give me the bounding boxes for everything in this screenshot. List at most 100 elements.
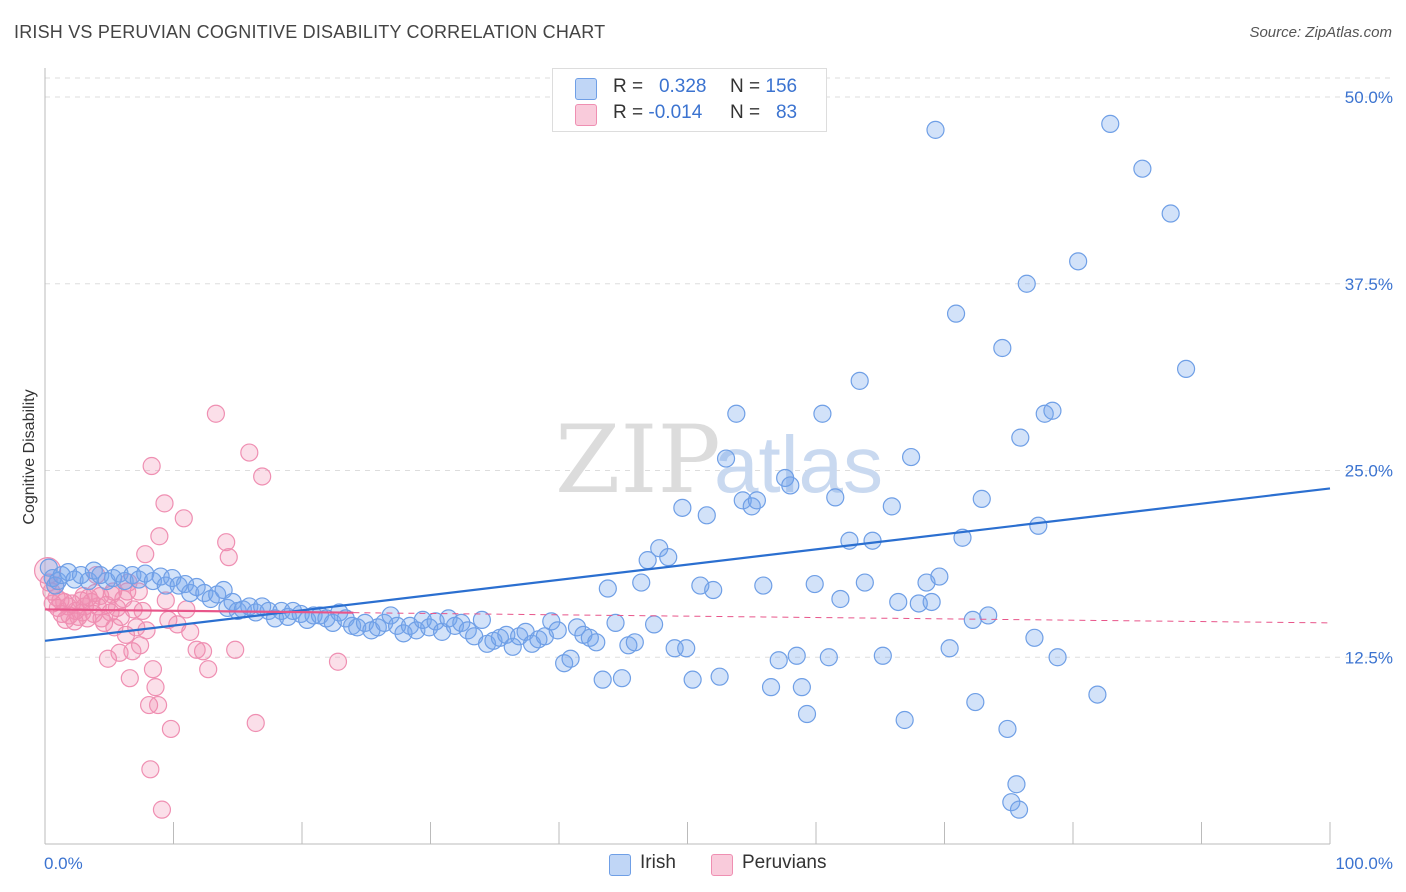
irish-point xyxy=(704,580,723,600)
irish-point xyxy=(895,710,914,730)
irish-series xyxy=(39,114,1196,819)
peruvians-r-label: R = xyxy=(613,102,644,123)
irish-point xyxy=(813,404,832,423)
peruvians-point xyxy=(253,467,272,486)
irish-point xyxy=(1029,516,1048,535)
irish-point xyxy=(673,498,692,517)
peruvians-legend-label: Peruvians xyxy=(742,852,827,873)
irish-point xyxy=(1101,114,1120,133)
irish-point xyxy=(697,506,716,525)
irish-point xyxy=(587,633,606,652)
tick-labels: 12.5% 25.0% 37.5% 50.0% 0.0% 100.0% xyxy=(44,88,1393,873)
peruvians-point xyxy=(95,613,114,632)
irish-n-value: 156 xyxy=(765,76,798,97)
irish-point xyxy=(993,338,1012,358)
peruvians-point xyxy=(127,618,146,637)
irish-n-label: N = xyxy=(730,76,761,97)
irish-point xyxy=(548,621,567,640)
irish-point xyxy=(387,616,407,635)
irish-point xyxy=(1048,648,1067,667)
irish-point xyxy=(1017,274,1036,293)
irish-point xyxy=(787,646,806,665)
irish-point xyxy=(979,606,998,625)
peruvians-point xyxy=(328,652,348,671)
stats-legend: R = 0.328 N = 156 R = -0.014 N = 83 xyxy=(552,68,827,132)
peruvians-point xyxy=(199,660,218,679)
watermark: ZIP atlas xyxy=(555,406,883,515)
x-tick-label-1: 100.0% xyxy=(1335,854,1393,873)
irish-point xyxy=(998,719,1017,739)
irish-point xyxy=(381,606,400,625)
peruvians-point xyxy=(152,800,172,819)
irish-point xyxy=(593,670,612,689)
irish-legend-label: Irish xyxy=(640,852,676,873)
peruvians-point xyxy=(219,548,238,567)
peruvians-point xyxy=(150,527,169,546)
peruvians-point xyxy=(143,660,163,679)
irish-point xyxy=(683,670,702,689)
irish-point xyxy=(901,447,921,467)
irish-point xyxy=(792,678,811,697)
trend-lines xyxy=(44,487,1331,642)
peruvians-point xyxy=(187,640,206,659)
peruvians-point xyxy=(206,404,226,423)
irish-point xyxy=(1161,204,1180,223)
irish-point xyxy=(136,564,155,583)
peruvians-n-label: N = xyxy=(730,102,761,123)
irish-point xyxy=(863,531,882,550)
irish-point xyxy=(606,613,625,632)
y-tick-label-1: 25.0% xyxy=(1345,462,1393,481)
irish-point xyxy=(625,633,644,652)
peruvians-point xyxy=(177,600,196,619)
irish-point xyxy=(1133,159,1152,178)
irish-point xyxy=(930,567,949,586)
irish-legend-swatch xyxy=(609,854,631,876)
irish-point xyxy=(966,692,985,712)
irish-point xyxy=(805,574,824,594)
irish-point xyxy=(1002,793,1021,812)
peruvians-point xyxy=(142,456,161,476)
irish-point xyxy=(855,573,874,592)
irish-point xyxy=(659,548,678,567)
peruvians-point xyxy=(246,713,265,733)
irish-trend-line xyxy=(44,487,1331,642)
irish-point xyxy=(79,571,98,591)
irish-point xyxy=(561,649,580,668)
irish-point xyxy=(747,491,766,510)
irish-point xyxy=(1009,800,1029,819)
irish-r-value: 0.328 xyxy=(658,76,707,97)
irish-point xyxy=(797,704,817,724)
peruvians-point xyxy=(141,760,160,779)
irish-point xyxy=(882,497,901,516)
irish-point xyxy=(542,612,561,631)
y-tick-label-3: 50.0% xyxy=(1345,88,1393,107)
peruvians-point xyxy=(120,669,139,688)
irish-point xyxy=(826,488,845,507)
peruvians-r-value: -0.014 xyxy=(648,102,703,123)
irish-point xyxy=(156,576,175,595)
peruvians-point xyxy=(98,649,118,668)
peruvians-point xyxy=(226,640,245,659)
irish-point xyxy=(972,489,991,508)
y-tick-label-2: 37.5% xyxy=(1345,275,1393,294)
irish-point xyxy=(742,497,761,516)
irish-point xyxy=(710,667,729,686)
peruvians-point xyxy=(161,719,181,739)
chart-source: Source: ZipAtlas.com xyxy=(1249,24,1392,41)
peruvians-n-value: 83 xyxy=(775,102,798,123)
irish-point xyxy=(1088,685,1107,704)
peruvians-point xyxy=(181,622,200,641)
watermark-zip: ZIP xyxy=(555,406,721,515)
peruvians-trend-line xyxy=(44,608,354,614)
irish-point xyxy=(1176,359,1196,379)
x-tick-label-0: 0.0% xyxy=(44,854,83,873)
irish-point xyxy=(831,589,850,609)
irish-point xyxy=(151,567,170,586)
irish-point xyxy=(472,610,491,630)
irish-point xyxy=(922,592,941,612)
irish-point xyxy=(940,639,959,658)
irish-point xyxy=(567,618,587,637)
watermark-atlas: atlas xyxy=(714,420,883,509)
irish-point xyxy=(754,576,773,595)
